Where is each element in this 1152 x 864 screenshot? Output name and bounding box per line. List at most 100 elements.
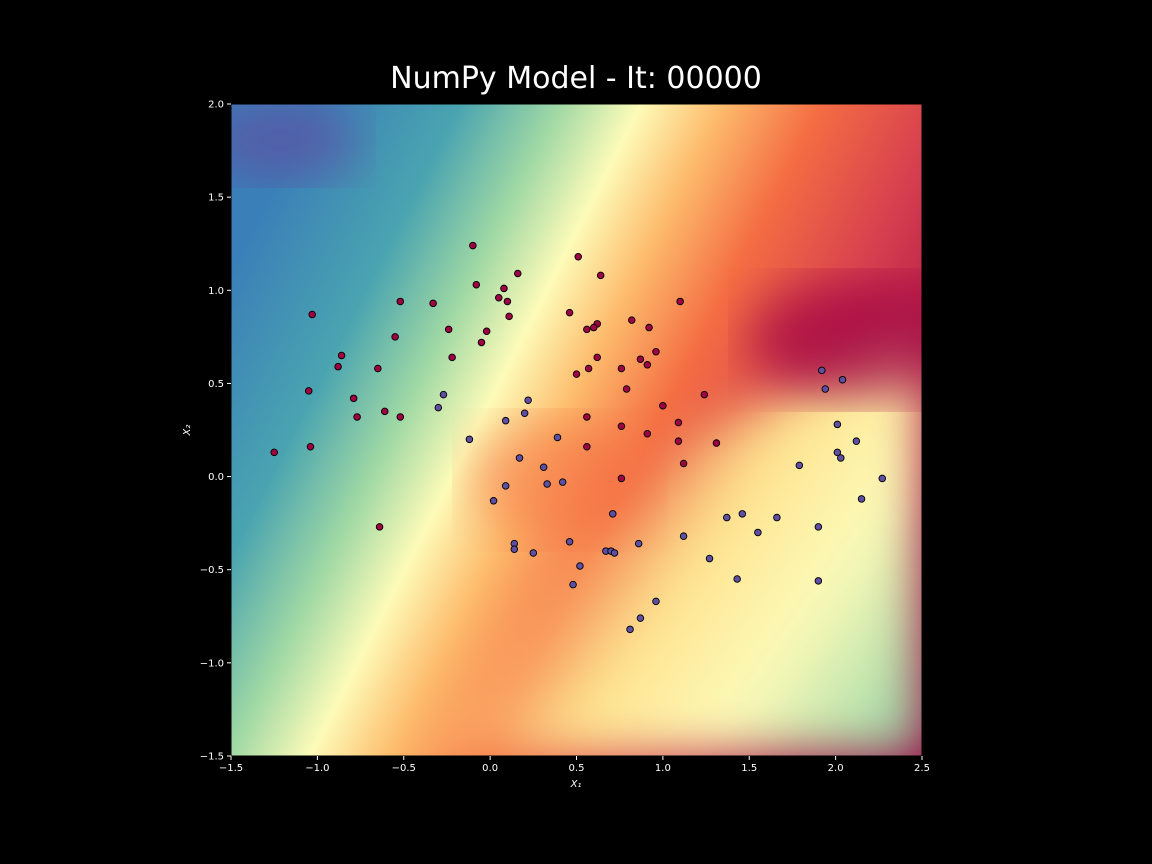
- point: [576, 562, 584, 570]
- point: [674, 437, 683, 445]
- x-tick-label: 0.0: [482, 763, 498, 774]
- point: [733, 575, 741, 583]
- point: [524, 396, 532, 404]
- point: [270, 448, 278, 457]
- point: [723, 513, 731, 522]
- x-axis-label: X₁: [570, 779, 582, 790]
- point: [569, 580, 577, 589]
- point: [795, 461, 804, 470]
- point: [334, 362, 342, 371]
- point: [565, 538, 574, 546]
- point: [679, 532, 688, 540]
- point: [501, 416, 510, 425]
- y-tick-label: −0.5: [200, 565, 224, 576]
- point: [837, 454, 845, 462]
- x-tick-label: 2.0: [828, 763, 844, 774]
- point: [304, 387, 313, 395]
- y-tick-label: 2.0: [208, 100, 224, 111]
- point: [353, 413, 361, 421]
- point: [505, 312, 513, 321]
- point: [553, 433, 562, 442]
- point: [652, 348, 660, 356]
- point: [833, 420, 842, 429]
- point: [472, 280, 481, 289]
- point: [520, 409, 529, 417]
- point: [477, 338, 486, 347]
- point: [814, 523, 823, 531]
- point: [617, 364, 626, 373]
- point: [626, 625, 634, 634]
- point: [539, 463, 548, 472]
- point: [510, 545, 519, 553]
- point: [565, 308, 574, 317]
- point: [636, 355, 645, 363]
- y-tick-label: 1.5: [208, 193, 224, 204]
- point: [583, 413, 591, 421]
- x-tick-label: 0.5: [569, 763, 585, 774]
- point: [676, 297, 684, 306]
- point: [712, 439, 721, 447]
- point: [838, 375, 847, 384]
- point: [429, 299, 437, 308]
- point: [754, 528, 762, 537]
- point: [444, 325, 453, 334]
- y-axis-label: X₂: [182, 425, 193, 437]
- point: [439, 390, 448, 399]
- point: [617, 474, 626, 483]
- point: [857, 495, 866, 503]
- point: [593, 353, 601, 362]
- point: [391, 333, 399, 341]
- point: [465, 435, 474, 444]
- point: [659, 402, 667, 410]
- x-tick-label: 2.5: [914, 763, 930, 774]
- point: [448, 353, 456, 362]
- point: [821, 385, 830, 393]
- point: [482, 327, 491, 336]
- point: [583, 443, 591, 451]
- point: [652, 597, 660, 606]
- point: [515, 454, 524, 462]
- point: [584, 364, 593, 373]
- point: [308, 310, 316, 319]
- decision-surface: [231, 104, 922, 756]
- point: [469, 241, 477, 250]
- point: [495, 293, 503, 302]
- point: [396, 297, 405, 306]
- point: [558, 478, 567, 486]
- point: [645, 323, 653, 332]
- x-tick-label: −1.0: [305, 763, 329, 774]
- point: [679, 459, 688, 468]
- point: [636, 614, 645, 622]
- point: [622, 385, 631, 393]
- chart-title: NumPy Model - It: 00000: [390, 61, 762, 96]
- point: [833, 448, 842, 457]
- y-tick-label: 1.0: [208, 286, 224, 297]
- point: [583, 325, 591, 334]
- y-tick-label: −1.5: [200, 752, 224, 763]
- point: [773, 513, 781, 522]
- x-tick-label: 1.5: [741, 763, 757, 774]
- point: [306, 443, 315, 451]
- point: [574, 253, 582, 261]
- point: [349, 394, 358, 403]
- point: [396, 413, 405, 421]
- point: [337, 351, 346, 360]
- point: [814, 577, 823, 585]
- point: [643, 429, 652, 438]
- x-tick-label: 1.0: [655, 763, 671, 774]
- y-tick-label: 0.5: [208, 379, 224, 390]
- point: [380, 407, 389, 416]
- point: [596, 271, 605, 280]
- point: [609, 510, 617, 518]
- point: [375, 523, 384, 531]
- point: [610, 549, 619, 557]
- point: [434, 403, 443, 412]
- point: [634, 539, 643, 548]
- point: [501, 482, 510, 490]
- point: [617, 422, 626, 431]
- point: [500, 284, 508, 293]
- point: [572, 370, 581, 378]
- x-tick-label: −0.5: [392, 763, 416, 774]
